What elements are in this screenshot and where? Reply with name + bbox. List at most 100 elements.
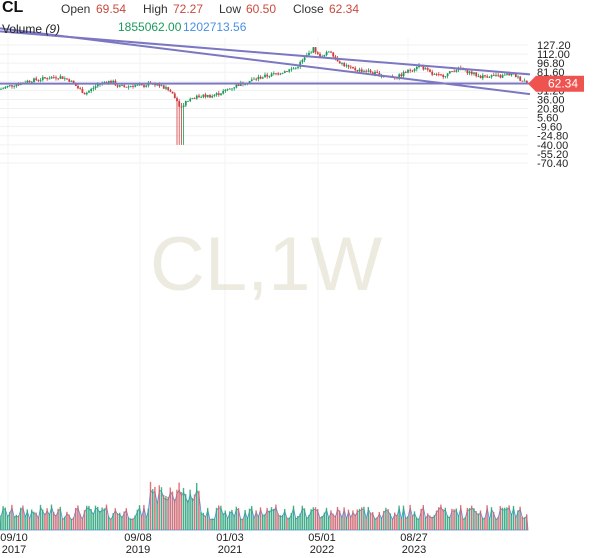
candle-body xyxy=(17,84,20,86)
candle-body xyxy=(310,52,313,54)
volume-bar xyxy=(460,505,462,530)
volume-bar xyxy=(416,517,418,530)
volume-bar xyxy=(97,506,99,530)
volume-bar xyxy=(347,509,350,530)
candle-body xyxy=(345,65,348,67)
volume-bar xyxy=(389,513,391,530)
volume-bar xyxy=(457,515,460,530)
close-label: Close xyxy=(293,2,324,16)
volume-bar xyxy=(204,515,207,530)
candle-body xyxy=(319,53,321,58)
candle-body xyxy=(426,68,429,70)
volume-bar xyxy=(352,510,354,530)
volume-bar xyxy=(253,516,255,530)
volume-bar xyxy=(493,511,495,530)
candle-body xyxy=(171,91,174,94)
volume-bar xyxy=(114,508,116,530)
candle-body xyxy=(431,71,434,75)
volume-bar xyxy=(323,512,325,530)
candle-body xyxy=(497,74,500,76)
volume-bar xyxy=(288,517,290,530)
volume-bar xyxy=(449,516,451,530)
candle-body xyxy=(48,78,51,80)
candle-body xyxy=(37,79,40,81)
candle-body xyxy=(52,77,55,78)
volume-bar xyxy=(200,512,202,530)
candle-body xyxy=(165,87,167,89)
candle-body xyxy=(198,95,200,97)
candle-body xyxy=(356,70,359,72)
volume-bar xyxy=(88,505,90,530)
x-tick-date: 08/27 xyxy=(400,532,428,544)
volume-bar xyxy=(358,508,361,530)
volume-bar xyxy=(376,517,378,530)
volume-bar xyxy=(191,498,193,530)
candle-body xyxy=(349,66,352,68)
low-label: Low xyxy=(219,2,242,16)
volume-bar xyxy=(165,495,167,530)
symbol-label[interactable]: CL xyxy=(2,0,24,16)
candle-body xyxy=(162,85,165,89)
volume-bar xyxy=(70,518,72,530)
candle-body xyxy=(248,80,251,84)
volume-bar xyxy=(297,516,299,530)
volume-bar xyxy=(15,514,17,530)
volume-bar xyxy=(363,506,365,530)
candle-body xyxy=(228,88,231,90)
volume-bar xyxy=(477,513,479,530)
volume-bar xyxy=(105,504,108,530)
volume-bar xyxy=(262,514,264,530)
candle-body xyxy=(39,79,42,81)
candle-body xyxy=(371,72,374,74)
y-tick-label: 112.00 xyxy=(537,49,570,61)
candle-body xyxy=(424,68,427,70)
candle-body xyxy=(473,72,475,74)
volume-bar xyxy=(442,509,444,530)
volume-bar xyxy=(435,510,438,530)
candle-body xyxy=(26,80,29,83)
volume-bar xyxy=(193,494,196,530)
volume-bar xyxy=(303,508,306,530)
volume-bar xyxy=(490,507,493,530)
volume-bar xyxy=(339,510,341,530)
candle-body xyxy=(13,86,16,87)
volume-bar xyxy=(462,518,464,530)
candle-body xyxy=(411,70,414,72)
candle-body xyxy=(70,80,73,82)
candle-body xyxy=(455,70,458,72)
volume-bar xyxy=(504,507,506,530)
candle-body xyxy=(92,88,95,90)
volume-bar xyxy=(79,513,81,530)
candle-body xyxy=(279,73,282,75)
volume-bar xyxy=(218,505,220,530)
volume-bar xyxy=(35,512,37,530)
volume-bar xyxy=(343,507,345,530)
volume-bar xyxy=(310,509,312,530)
y-tick-label: -70.40 xyxy=(537,158,568,170)
volume-value: 1855062.00 xyxy=(118,20,182,34)
candle-body xyxy=(341,63,343,64)
candle-body xyxy=(129,86,132,87)
trendline-group[interactable] xyxy=(0,27,531,96)
volume-bar xyxy=(154,486,156,530)
volume-bar xyxy=(259,507,262,530)
volume-bar xyxy=(0,515,2,530)
volume-bar xyxy=(391,518,394,530)
volume-indicator-label[interactable]: Volume (9) xyxy=(2,22,60,36)
candle-body xyxy=(521,80,524,82)
candle-body xyxy=(213,95,216,96)
candle-body xyxy=(308,52,310,56)
candle-body xyxy=(134,85,137,87)
candle-body xyxy=(332,52,335,57)
candle-body xyxy=(169,90,172,92)
candle-body xyxy=(195,95,198,99)
volume-bar xyxy=(268,510,270,530)
volume-bar xyxy=(66,511,68,530)
volume-label: Volume xyxy=(2,22,43,36)
volume-bar xyxy=(306,517,308,530)
candle-body xyxy=(268,76,271,78)
candle-body xyxy=(28,80,31,83)
volume-bar xyxy=(145,516,147,530)
last-price-badge-shape xyxy=(528,75,584,92)
